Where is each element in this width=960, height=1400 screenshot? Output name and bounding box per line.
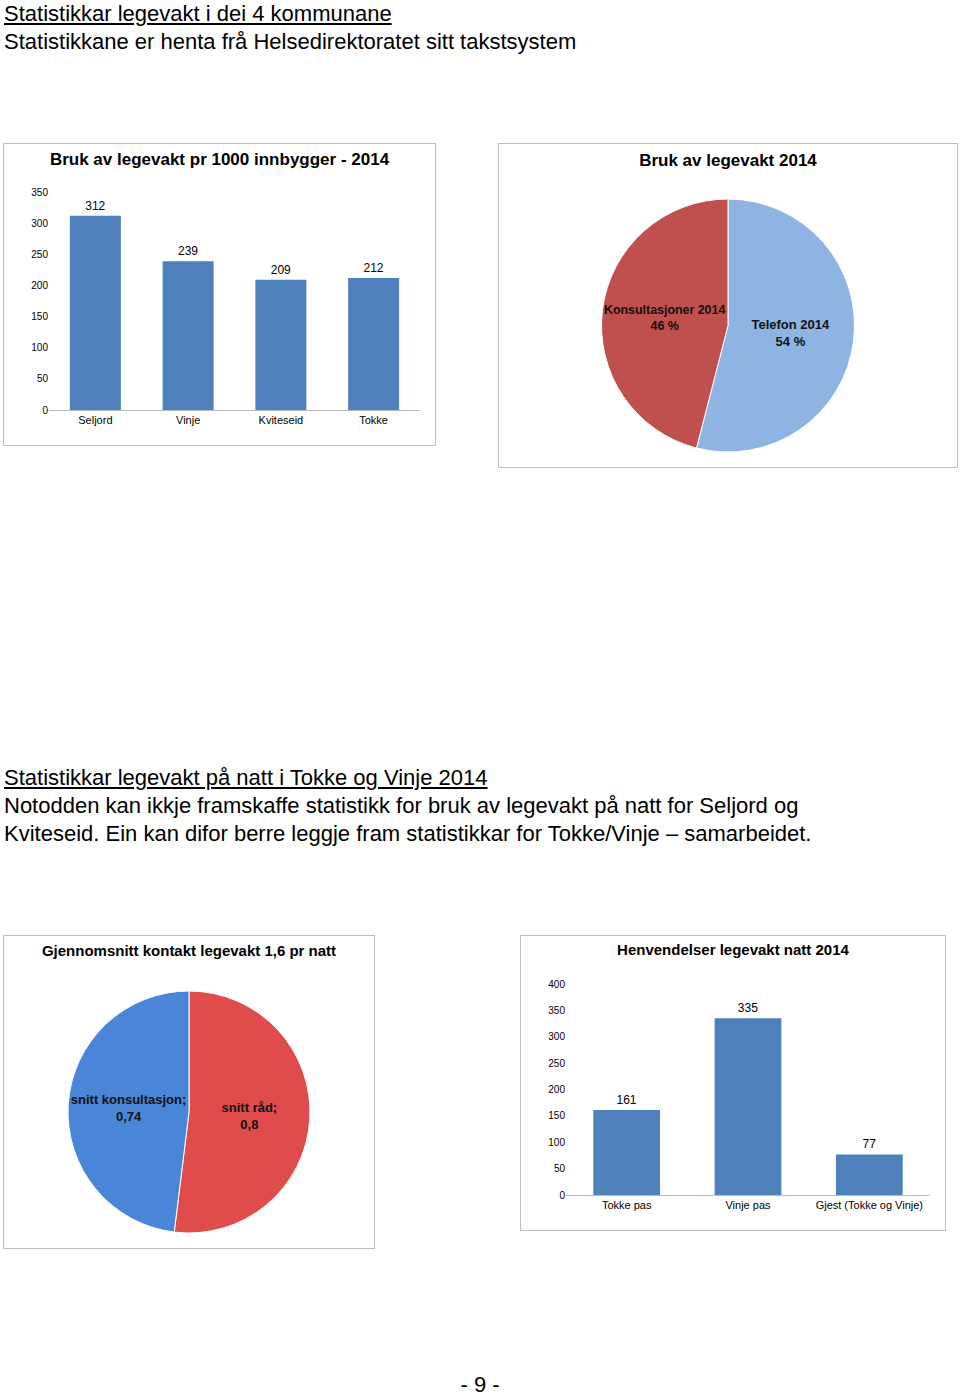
html-text:Notodden kan ikkje framskaffe: Notodden kan ikkje framskaffe statistikk…: [4, 793, 799, 818]
svg-text:Vinje pas: Vinje pas: [725, 1199, 771, 1211]
svg-text:Henvendelser legevakt natt 201: Henvendelser legevakt natt 2014: [617, 941, 849, 958]
svg-text:200: 200: [548, 1084, 565, 1095]
svg-text:250: 250: [31, 249, 48, 260]
svg-text:100: 100: [31, 342, 48, 353]
svg-text:100: 100: [548, 1137, 565, 1148]
html-text:Statistikkar legevakt på natt: Statistikkar legevakt på natt i Tokke og…: [4, 765, 488, 790]
html-text:Statistikkane er henta frå Hel: Statistikkane er henta frå Helsedirektor…: [4, 29, 577, 54]
svg-text:150: 150: [31, 311, 48, 322]
svg-text:Bruk av legevakt 2014: Bruk av legevakt 2014: [639, 151, 817, 170]
svg-text:150: 150: [548, 1110, 565, 1121]
svg-text:209: 209: [271, 263, 291, 277]
svg-text:0: 0: [42, 405, 48, 416]
svg-text:Bruk av legevakt pr 1000 innby: Bruk av legevakt pr 1000 innbygger - 201…: [50, 150, 390, 169]
svg-text:Telefon 201454 %: Telefon 201454 %: [751, 317, 830, 349]
svg-text:350: 350: [31, 187, 48, 198]
svg-text:212: 212: [363, 261, 383, 275]
svg-text:300: 300: [31, 218, 48, 229]
svg-text:Gjennomsnitt kontakt legevakt: Gjennomsnitt kontakt legevakt 1,6 pr nat…: [42, 942, 336, 959]
svg-text:0: 0: [559, 1190, 565, 1201]
svg-text:Tokke pas: Tokke pas: [602, 1199, 652, 1211]
svg-text:Konsultasjoner 201446 %: Konsultasjoner 201446 %: [604, 303, 725, 333]
svg-text:200: 200: [31, 280, 48, 291]
svg-text:Vinje: Vinje: [176, 414, 200, 426]
svg-text:335: 335: [738, 1001, 758, 1015]
svg-text:Kviteseid: Kviteseid: [259, 414, 304, 426]
svg-text:400: 400: [548, 979, 565, 990]
html-text:- 9 -: - 9 -: [460, 1372, 500, 1397]
svg-text:Tokke: Tokke: [359, 414, 388, 426]
html-text:Kviteseid. Ein kan difor berre: Kviteseid. Ein kan difor berre leggje fr…: [4, 821, 812, 846]
svg-text:Gjest (Tokke og Vinje): Gjest (Tokke og Vinje): [816, 1199, 923, 1211]
svg-text:Seljord: Seljord: [78, 414, 112, 426]
svg-text:300: 300: [548, 1031, 565, 1042]
svg-text:snitt konsultasjon;0,74: snitt konsultasjon;0,74: [71, 1092, 187, 1124]
svg-text:77: 77: [862, 1137, 876, 1151]
svg-text:250: 250: [548, 1058, 565, 1069]
svg-text:snitt råd;0,8: snitt råd;0,8: [222, 1100, 278, 1132]
svg-text:50: 50: [37, 373, 49, 384]
svg-text:312: 312: [85, 199, 105, 213]
svg-text:161: 161: [616, 1093, 636, 1107]
html-text:Statistikkar legevakt i dei 4: Statistikkar legevakt i dei 4 kommunane: [4, 1, 392, 26]
svg-text:350: 350: [548, 1005, 565, 1016]
svg-text:50: 50: [554, 1163, 566, 1174]
svg-text:239: 239: [178, 244, 198, 258]
